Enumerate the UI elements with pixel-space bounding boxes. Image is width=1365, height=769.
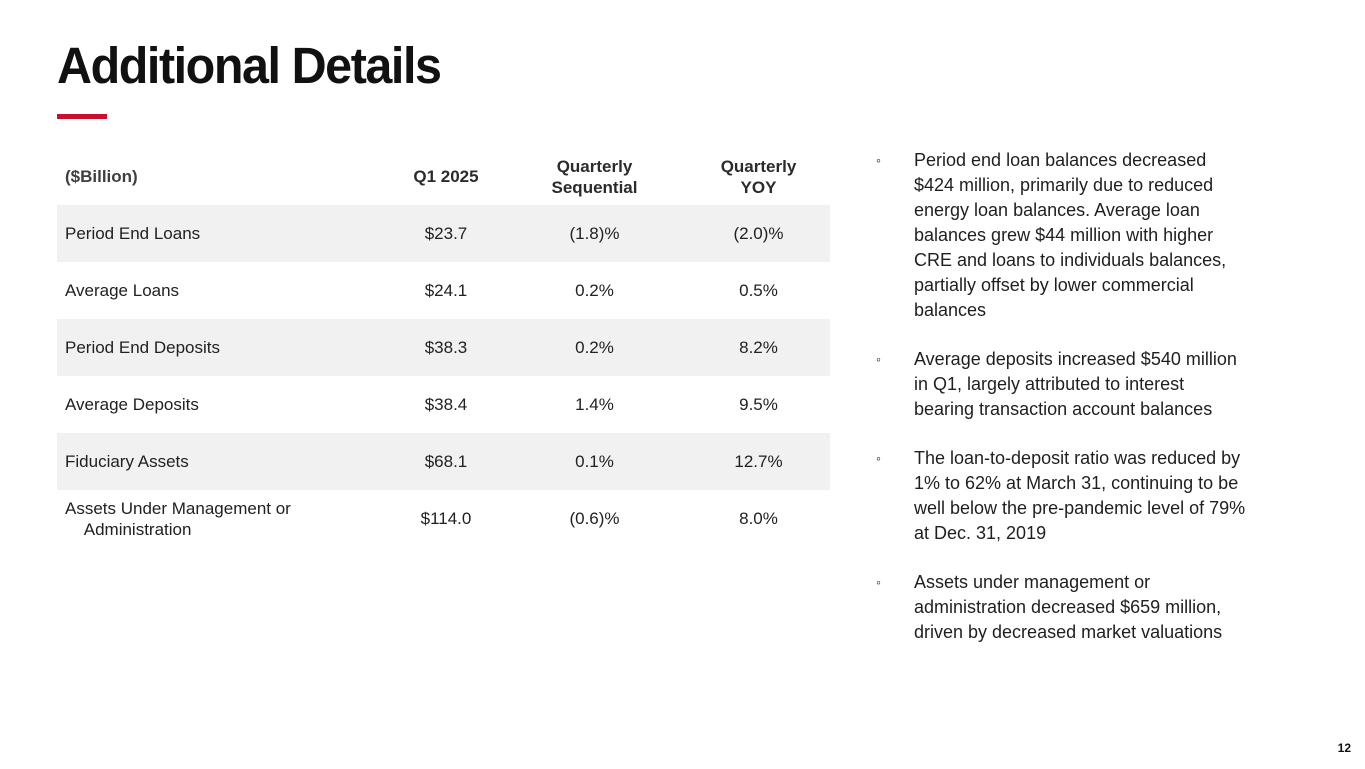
list-item: ◦ Average deposits increased $540 millio… <box>874 347 1310 422</box>
bullet-circle-icon: ◦ <box>876 351 881 367</box>
row-label: Period End Loans <box>65 224 201 243</box>
cell-sequential: (1.8)% <box>569 223 620 243</box>
cell-yoy: 12.7% <box>734 451 783 471</box>
list-item: ◦ Assets under management or administrat… <box>874 570 1310 645</box>
row-label: Average Deposits <box>65 395 199 414</box>
list-item: ◦ The loan-to-deposit ratio was reduced … <box>874 446 1310 546</box>
title-accent-rule <box>57 114 107 119</box>
cell-q1: $68.1 <box>424 451 468 471</box>
cell-sequential: (0.6)% <box>569 508 620 528</box>
row-label: Period End Deposits <box>65 338 220 357</box>
commentary-bullet-list: ◦ Period end loan balances decreased $42… <box>874 148 1310 669</box>
cell-q1: $24.1 <box>424 280 468 300</box>
table-header-row: ($Billion) Q1 2025 Quarterly Sequential … <box>57 148 830 205</box>
bullet-text: Assets under management or administratio… <box>914 572 1223 642</box>
page-title: Additional Details <box>57 37 442 94</box>
column-header-q1-2025: Q1 2025 <box>413 167 479 186</box>
bullet-circle-icon: ◦ <box>876 450 881 466</box>
cell-yoy: 8.2% <box>739 337 778 357</box>
cell-q1: $114.0 <box>420 508 472 528</box>
table-row: Period End Loans $23.7 (1.8)% (2.0)% <box>57 205 830 262</box>
table-row: Average Loans $24.1 0.2% 0.5% <box>57 262 830 319</box>
bullet-circle-icon: ◦ <box>876 152 881 168</box>
column-header-quarterly-sequential: Quarterly Sequential <box>551 156 638 197</box>
cell-yoy: (2.0)% <box>733 223 784 243</box>
table-row: Average Deposits $38.4 1.4% 9.5% <box>57 376 830 433</box>
table-row: Fiduciary Assets $68.1 0.1% 12.7% <box>57 433 830 490</box>
financial-metrics-table: ($Billion) Q1 2025 Quarterly Sequential … <box>57 148 830 547</box>
cell-sequential: 0.1% <box>575 451 614 471</box>
page-number: 12 <box>1337 741 1351 755</box>
cell-yoy: 9.5% <box>739 394 778 414</box>
bullet-circle-icon: ◦ <box>876 574 881 590</box>
bullet-text: Period end loan balances decreased $424 … <box>914 150 1227 320</box>
row-label: Average Loans <box>65 281 180 300</box>
cell-yoy: 8.0% <box>739 508 778 528</box>
cell-yoy: 0.5% <box>739 280 778 300</box>
table-row: Assets Under Management or Administratio… <box>57 490 830 547</box>
cell-q1: $23.7 <box>424 223 468 243</box>
bullet-text: The loan-to-deposit ratio was reduced by… <box>914 448 1246 543</box>
row-label: Assets Under Management or Administratio… <box>65 498 291 539</box>
cell-sequential: 1.4% <box>575 394 614 414</box>
list-item: ◦ Period end loan balances decreased $42… <box>874 148 1310 323</box>
cell-sequential: 0.2% <box>575 280 614 300</box>
bullet-text: Average deposits increased $540 million … <box>914 349 1237 419</box>
column-header-quarterly-yoy: Quarterly YOY <box>720 156 797 197</box>
cell-q1: $38.4 <box>424 394 468 414</box>
row-label: Fiduciary Assets <box>65 452 189 471</box>
column-header-unit: ($Billion) <box>65 167 138 186</box>
cell-q1: $38.3 <box>424 337 468 357</box>
cell-sequential: 0.2% <box>575 337 614 357</box>
table-row: Period End Deposits $38.3 0.2% 8.2% <box>57 319 830 376</box>
